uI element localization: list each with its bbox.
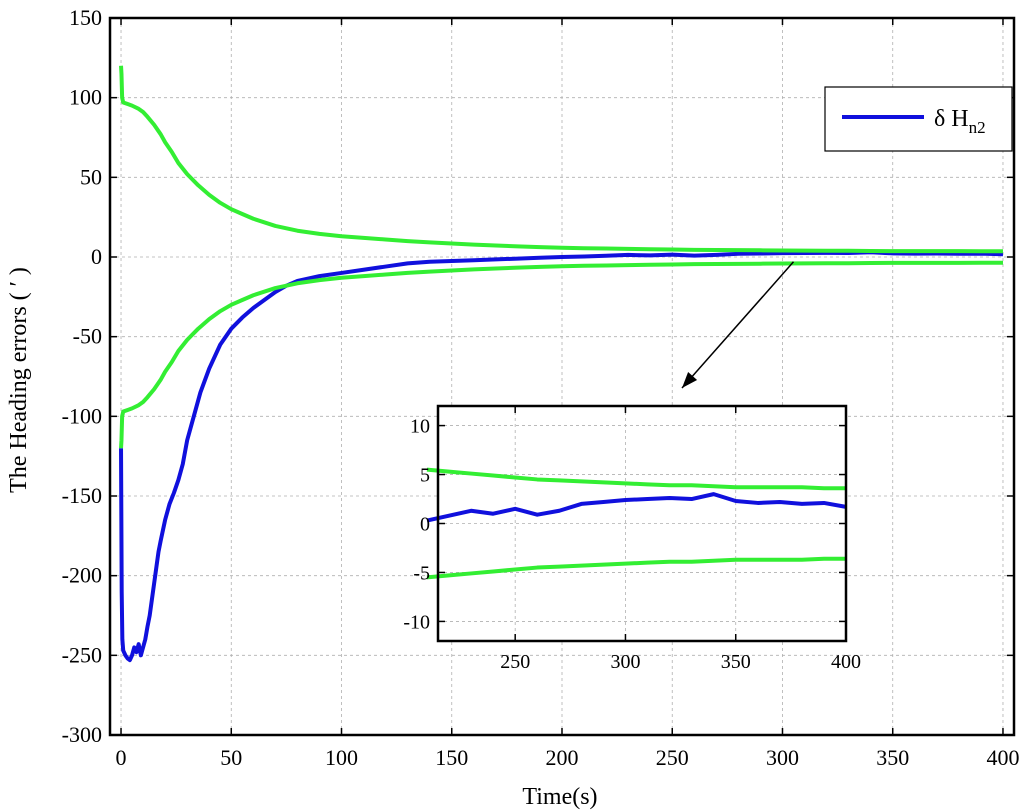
main-tick-label-x: 200: [546, 745, 579, 770]
main-tick-label-y: 50: [80, 164, 102, 189]
main-tick-label-y: 150: [69, 5, 102, 30]
main-tick-label-y: -50: [73, 324, 102, 349]
main-tick-label-y: -300: [62, 722, 102, 747]
inset-tick-label-y: -10: [403, 611, 430, 633]
inset-tick-label-y: 5: [420, 465, 430, 487]
main-line-upper-bound: [119, 65, 1003, 254]
main-tick-label-x: 150: [435, 745, 468, 770]
main-ticks: 0 50 100 150 200 250 300 350 400-300-250-200-150…: [62, 5, 1020, 770]
main-tick-label-x: 100: [325, 745, 358, 770]
inset-ticks: 250 300 350 400 -10 -5 0 5 10: [403, 406, 861, 673]
inset-tick-label-x: 300: [610, 651, 640, 673]
inset-grid: [438, 406, 847, 641]
main-tick-label-x: 300: [766, 745, 799, 770]
inset-pointer-arrow: [681, 261, 795, 389]
main-tick-label-y: -250: [62, 642, 102, 667]
main-tick-label-x: 250: [656, 745, 689, 770]
inset-tick-label-x: 250: [500, 651, 530, 673]
main-tick-label-x: 0: [116, 745, 127, 770]
zoom-inset: 250 300 350 400 -10 -5 0 5 10: [403, 404, 861, 673]
x-axis-label: Time(s): [522, 784, 597, 810]
main-tick-label-y: -150: [62, 483, 102, 508]
inset-line-error: [426, 492, 847, 523]
main-tick-label-x: 50: [220, 745, 242, 770]
inset-line-upper-bound: [426, 467, 846, 491]
legend-label-subscript: n2: [969, 118, 986, 137]
inset-tick-label-x: 400: [831, 651, 861, 673]
main-tick-label-x: 400: [986, 745, 1019, 770]
legend-label-main: δ H: [934, 106, 969, 132]
main-tick-label-y: 100: [69, 85, 102, 110]
inset-pointer-arrowhead: [682, 372, 698, 388]
inset-tick-label-y: -5: [413, 562, 430, 584]
inset-tick-label-x: 350: [721, 651, 751, 673]
inset-tick-label-y: 0: [420, 514, 430, 536]
inset-tick-label-y: 10: [410, 416, 430, 438]
legend: δ Hn2: [824, 86, 1013, 152]
main-line-error: [119, 250, 1004, 663]
y-axis-label: The Heading errors ( ′ ): [6, 267, 32, 493]
legend-label: δ Hn2: [934, 106, 986, 137]
main-series: [119, 65, 1004, 663]
main-tick-label-y: 0: [91, 244, 102, 269]
main-line-lower-bound: [119, 260, 1003, 449]
main-tick-label-y: -100: [62, 403, 102, 428]
inset-series: [426, 467, 847, 580]
inset-line-lower-bound: [426, 556, 846, 580]
main-tick-label-y: -200: [62, 563, 102, 588]
main-tick-label-x: 350: [876, 745, 909, 770]
